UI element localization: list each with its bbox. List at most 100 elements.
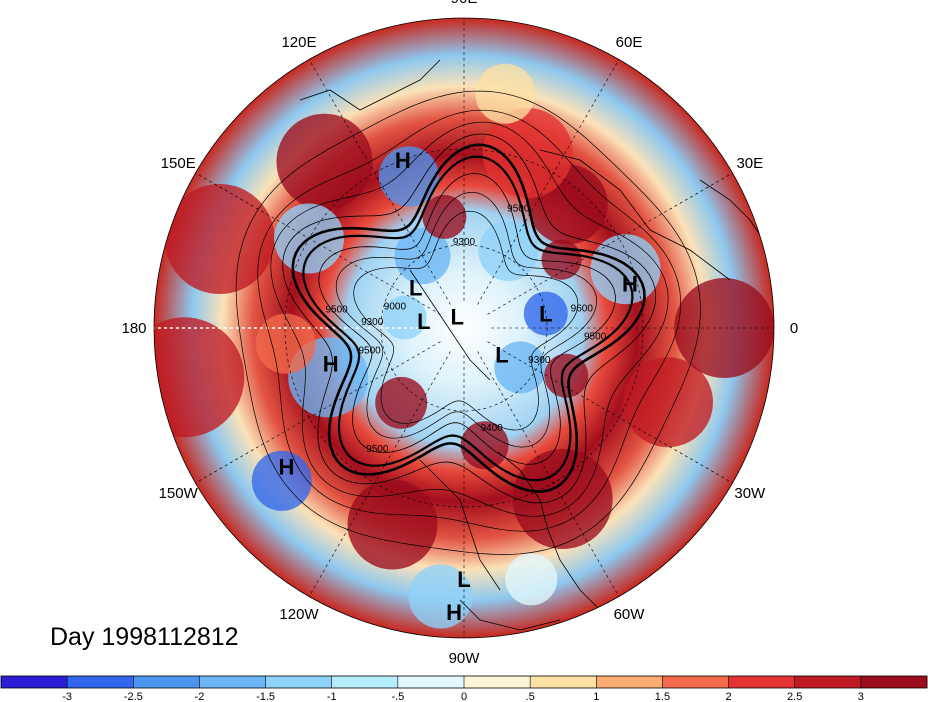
colorbar-swatch xyxy=(794,676,862,688)
meridian-line xyxy=(308,59,451,305)
colorbar-swatch xyxy=(860,676,928,688)
height-contour xyxy=(353,210,579,431)
anomaly-patch xyxy=(494,341,547,394)
coastline xyxy=(409,269,491,381)
longitude-label: 30E xyxy=(736,155,763,172)
colorbar-tick-label: -1.5 xyxy=(256,691,275,702)
longitude-label: 60E xyxy=(616,34,643,51)
colorbar: -3 -2.5 -2 -1.5 -1 -.5 0 .5 1 1.5 2 2.5 3 xyxy=(0,675,928,702)
longitude-label: 60W xyxy=(614,606,646,623)
meridian-line xyxy=(308,351,451,597)
high-pressure-label: H xyxy=(279,455,295,480)
contour-label: 9300 xyxy=(361,317,384,328)
colorbar-tick-label: -3 xyxy=(62,691,72,702)
height-contour xyxy=(302,155,634,482)
colorbar-swatch xyxy=(265,676,333,688)
anomaly-patch xyxy=(378,146,439,207)
coastline xyxy=(459,599,561,631)
colorbar-swatch xyxy=(662,676,729,688)
low-pressure-label: L xyxy=(457,567,470,592)
colorbar-tick-label: 3 xyxy=(858,691,864,702)
low-pressure-label: L xyxy=(495,343,508,368)
colorbar-swatch xyxy=(67,676,134,688)
day-label: Day 1998112812 xyxy=(50,623,239,651)
height-contour xyxy=(335,191,597,448)
contour-label: 9500 xyxy=(358,345,381,356)
contour-label: 9500 xyxy=(584,332,607,343)
meridian-line xyxy=(487,172,733,315)
longitude-label: 0 xyxy=(790,320,798,337)
low-pressure-label: L xyxy=(417,309,430,334)
colorbar-swatch xyxy=(596,676,663,688)
colorbar-tick-label: -2 xyxy=(195,691,205,702)
colorbar-swatch xyxy=(728,676,796,688)
meridian-line xyxy=(195,172,441,315)
longitude-labels: 90E 60E 30E 0 30W 60W 90W 120W 150W 180 150E 120E xyxy=(121,0,798,667)
longitude-label: 180 xyxy=(121,320,146,337)
high-pressure-label: H xyxy=(323,352,339,377)
contour-label: 9500 xyxy=(325,304,348,315)
anomaly-patch xyxy=(623,357,713,448)
colorbar-tick-label: 2.5 xyxy=(787,691,802,702)
longitude-label: 120E xyxy=(281,34,316,51)
anomaly-patch xyxy=(164,184,275,294)
coastline xyxy=(299,59,441,111)
height-contour xyxy=(235,90,701,555)
low-pressure-label: L xyxy=(539,302,552,327)
colorbar-swatch xyxy=(464,676,531,688)
graticule xyxy=(154,18,774,638)
contour-label: 9300 xyxy=(528,355,551,366)
contour-label: 9500 xyxy=(366,444,389,455)
coastline xyxy=(539,149,731,281)
contour-label: 9500 xyxy=(507,204,530,215)
anomaly-shading xyxy=(154,63,774,629)
colorbar-tick-label: 1 xyxy=(593,691,599,702)
height-contour xyxy=(282,133,657,504)
anomaly-patch xyxy=(505,553,558,606)
colorbar-tick-label: .5 xyxy=(526,691,535,702)
colorbar-swatch xyxy=(530,676,597,688)
longitude-label: 150E xyxy=(161,155,196,172)
height-contours xyxy=(235,90,701,555)
colorbar-swatch xyxy=(199,676,266,688)
contour-label: 9600 xyxy=(571,303,594,314)
colorbar-swatch xyxy=(133,676,200,688)
coastline xyxy=(419,459,501,591)
colorbar-tick-label: 2 xyxy=(726,691,732,702)
colorbar-swatch xyxy=(397,676,465,688)
anomaly-patch xyxy=(674,278,774,378)
map-boundary xyxy=(153,17,775,639)
high-pressure-label: H xyxy=(446,600,462,625)
colorbar-tick-label: -2.5 xyxy=(124,691,143,702)
anomaly-patch xyxy=(375,376,428,429)
contour-label: 9300 xyxy=(453,237,476,248)
longitude-label: 30W xyxy=(734,485,766,502)
high-pressure-label: H xyxy=(622,272,638,297)
colorbar-swatch xyxy=(331,676,399,688)
anomaly-patch xyxy=(408,564,473,629)
meridian-line xyxy=(477,351,620,597)
anomaly-patch xyxy=(482,108,573,198)
anomaly-patch xyxy=(460,421,509,470)
height-contour xyxy=(318,172,616,465)
height-contour xyxy=(270,121,669,517)
longitude-label: 150W xyxy=(159,485,199,502)
polar-map: 9500 9300 9600 9500 9300 9400 9500 9300 9500 9500… xyxy=(121,0,798,667)
meridian-line xyxy=(477,59,620,305)
longitude-label: 120W xyxy=(279,606,319,623)
colorbar-tick-label: 1.5 xyxy=(655,691,670,702)
high-pressure-label: H xyxy=(395,148,411,173)
contour-labels: 9500 9300 9600 9500 9300 9400 9500 9300 9500 9500… xyxy=(325,204,606,455)
contour-label: 9000 xyxy=(384,302,407,313)
colorbar-tick-label: -1 xyxy=(327,691,337,702)
meridian-line xyxy=(195,341,441,484)
longitude-label: 90W xyxy=(449,650,481,667)
low-pressure-label: L xyxy=(450,304,463,329)
longitude-label: 90E xyxy=(451,0,478,7)
contour-label: 9400 xyxy=(480,423,503,434)
colorbar-swatch xyxy=(1,676,68,688)
meridian-line xyxy=(487,341,733,484)
anomaly-patch xyxy=(347,479,438,570)
